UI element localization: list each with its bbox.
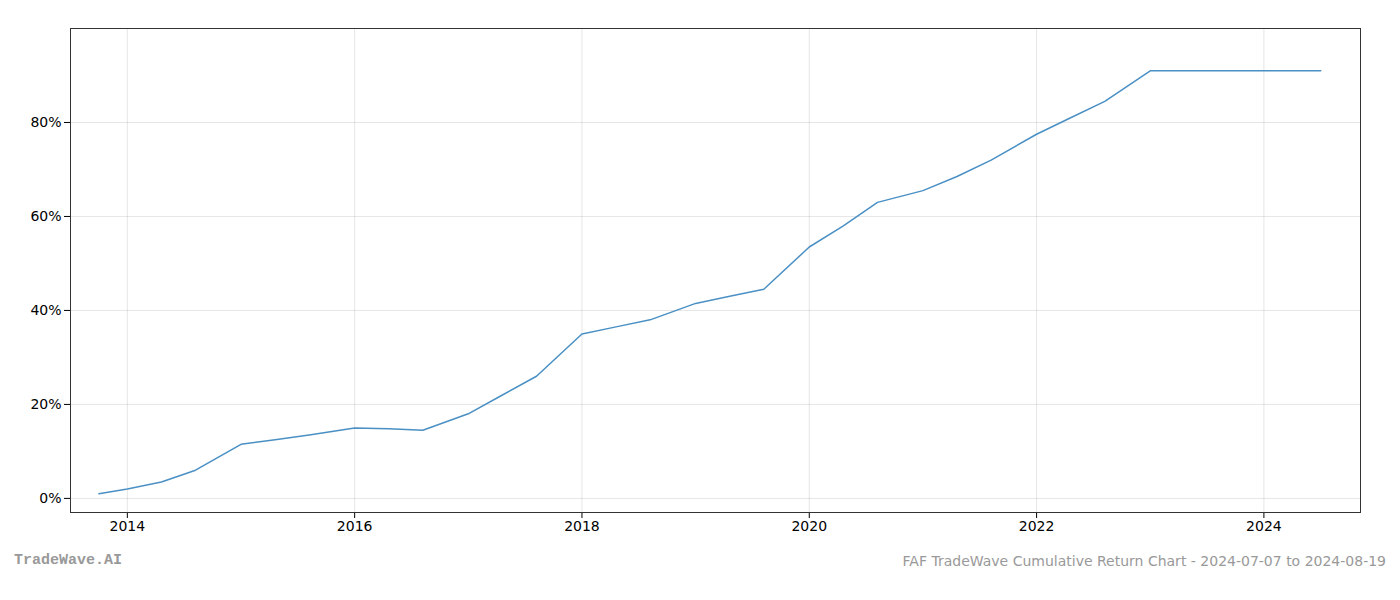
svg-text:2024: 2024 bbox=[1246, 518, 1282, 534]
svg-text:2022: 2022 bbox=[1019, 518, 1055, 534]
svg-text:20%: 20% bbox=[30, 396, 61, 412]
svg-text:2020: 2020 bbox=[791, 518, 827, 534]
html-text:FAF TradeWave Cumulative Retur: FAF TradeWave Cumulative Return Chart - … bbox=[902, 553, 1386, 569]
svg-text:60%: 60% bbox=[30, 208, 61, 224]
svg-text:40%: 40% bbox=[30, 302, 61, 318]
svg-text:80%: 80% bbox=[30, 114, 61, 130]
svg-text:2016: 2016 bbox=[337, 518, 373, 534]
svg-text:2014: 2014 bbox=[110, 518, 146, 534]
svg-text:0%: 0% bbox=[39, 490, 61, 506]
html-text:TradeWave.AI: TradeWave.AI bbox=[14, 552, 122, 569]
svg-text:2018: 2018 bbox=[564, 518, 600, 534]
